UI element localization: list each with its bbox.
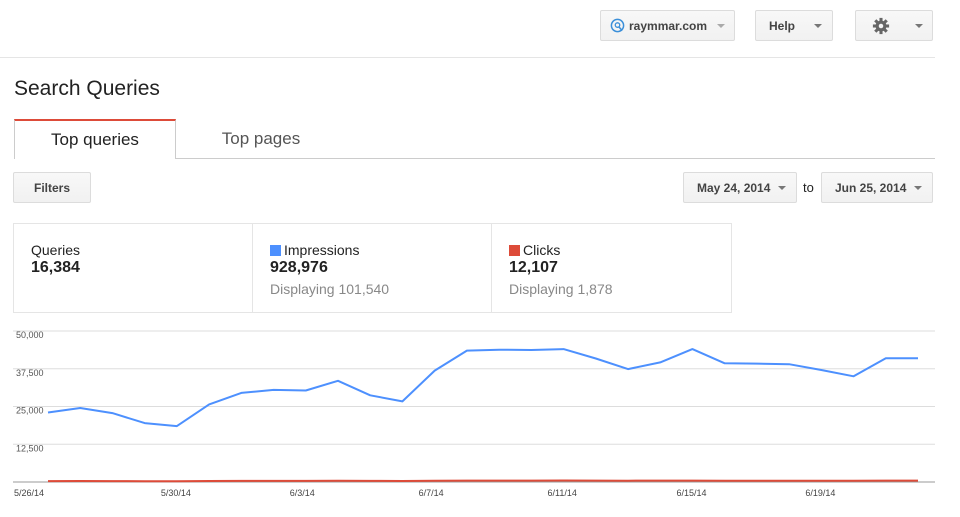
metric-clicks[interactable]: Clicks 12,107 Displaying 1,878 xyxy=(492,224,731,312)
y-tick-label: 12,500 xyxy=(16,443,44,453)
tab-top-queries[interactable]: Top queries xyxy=(14,119,176,159)
site-selector-button[interactable]: raymmar.com xyxy=(600,10,735,41)
clicks-checkbox[interactable] xyxy=(509,244,520,256)
chevron-down-icon xyxy=(814,24,822,28)
gear-icon xyxy=(872,17,890,35)
y-tick-label: 25,000 xyxy=(16,406,44,416)
end-date-picker[interactable]: Jun 25, 2014 xyxy=(821,172,933,203)
end-date-label: Jun 25, 2014 xyxy=(835,180,907,195)
help-button[interactable]: Help xyxy=(755,10,833,41)
start-date-picker[interactable]: May 24, 2014 xyxy=(683,172,797,203)
metric-queries[interactable]: Queries 16,384 xyxy=(14,224,253,312)
x-tick-label: 6/3/14 xyxy=(290,488,315,498)
site-logo-icon xyxy=(610,18,625,33)
metric-label: Clicks xyxy=(523,242,561,258)
x-tick-label: 6/11/14 xyxy=(548,488,577,498)
tab-bar: Top queries Top pages xyxy=(14,119,935,159)
chevron-down-icon xyxy=(915,24,923,28)
y-tick-label: 37,500 xyxy=(16,368,44,378)
metric-label: Queries xyxy=(31,242,81,258)
x-tick-label: 5/30/14 xyxy=(161,488,191,498)
line-chart: 50,000 37,500 25,000 12,500 5/26/14 5/30/14 6/… xyxy=(13,330,935,498)
page-title: Search Queries xyxy=(14,77,160,100)
site-selector-label: raymmar.com xyxy=(629,18,708,33)
help-label: Help xyxy=(769,18,796,33)
metric-impressions[interactable]: Impressions 928,976 Displaying 101,540 xyxy=(253,224,492,312)
chevron-down-icon xyxy=(914,186,922,190)
top-bar: raymmar.com Help xyxy=(0,0,935,58)
series-line-clicks xyxy=(47,479,918,483)
impressions-checkbox[interactable] xyxy=(270,244,281,256)
settings-button[interactable] xyxy=(855,10,933,41)
chevron-down-icon xyxy=(778,186,786,190)
x-tick-label: 6/15/14 xyxy=(676,488,706,498)
start-date-label: May 24, 2014 xyxy=(697,180,771,195)
filters-button[interactable]: Filters xyxy=(13,172,91,203)
metric-displaying: Displaying 101,540 xyxy=(270,281,390,297)
metric-label: Impressions xyxy=(284,242,360,258)
y-tick-label: 50,000 xyxy=(16,330,44,340)
chevron-down-icon xyxy=(717,24,725,28)
metric-value: 12,107 xyxy=(509,259,558,276)
series-line-impressions xyxy=(47,348,918,428)
x-tick-label: 6/7/14 xyxy=(419,488,444,498)
tab-top-pages[interactable]: Top pages xyxy=(221,128,301,148)
metric-displaying: Displaying 1,878 xyxy=(509,281,613,297)
metrics-summary: Queries 16,384 Impressions 928,976 Displ… xyxy=(13,223,732,313)
x-tick-label: 6/19/14 xyxy=(805,488,835,498)
x-tick-label: 5/26/14 xyxy=(14,488,44,498)
metric-value: 928,976 xyxy=(270,259,328,276)
metric-value: 16,384 xyxy=(31,259,80,276)
date-range-separator: to xyxy=(803,180,814,195)
